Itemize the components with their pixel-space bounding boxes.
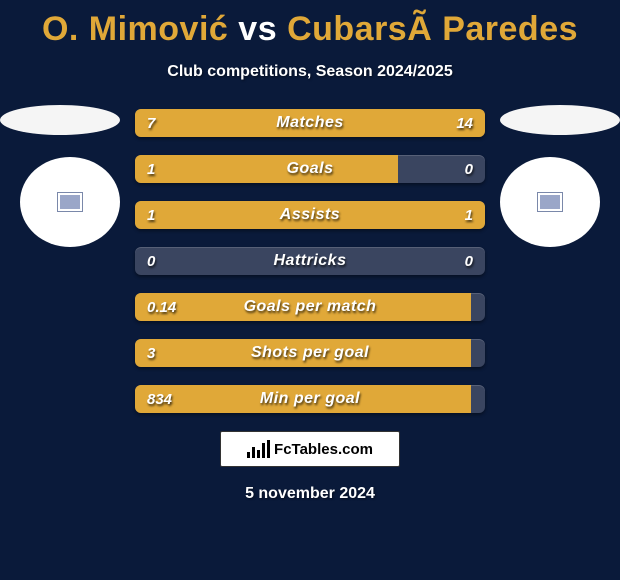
stat-label: Matches — [135, 109, 485, 137]
stat-row: 00Hattricks — [135, 247, 485, 275]
stat-label: Hattricks — [135, 247, 485, 275]
date-text: 5 november 2024 — [0, 485, 620, 503]
bar-chart-icon — [247, 440, 270, 458]
brand-badge: FcTables.com — [220, 431, 400, 467]
title-vs: vs — [238, 10, 277, 48]
player1-club-circle — [20, 157, 120, 247]
stat-row: 0.14Goals per match — [135, 293, 485, 321]
player2-oval — [500, 105, 620, 135]
club-badge-placeholder-icon — [538, 193, 562, 211]
content-area: 714Matches 10Goals 11Assists 00Hattricks 0.1… — [0, 109, 620, 413]
player2-club-circle — [500, 157, 600, 247]
stat-row: 714Matches — [135, 109, 485, 137]
subtitle: Club competitions, Season 2024/2025 — [0, 63, 620, 81]
stat-label: Goals — [135, 155, 485, 183]
stat-row: 834Min per goal — [135, 385, 485, 413]
stat-label: Shots per goal — [135, 339, 485, 367]
stat-label: Goals per match — [135, 293, 485, 321]
stat-label: Assists — [135, 201, 485, 229]
club-badge-placeholder-icon — [58, 193, 82, 211]
stat-row: 11Assists — [135, 201, 485, 229]
title-player2: CubarsÃ Paredes — [287, 10, 578, 48]
brand-text: FcTables.com — [274, 441, 373, 458]
stat-row: 3Shots per goal — [135, 339, 485, 367]
comparison-title: O. Mimović vs CubarsÃ Paredes — [0, 0, 620, 49]
stat-label: Min per goal — [135, 385, 485, 413]
title-player1: O. Mimović — [42, 10, 228, 48]
player1-oval — [0, 105, 120, 135]
stat-bars: 714Matches 10Goals 11Assists 00Hattricks 0.1… — [135, 109, 485, 413]
stat-row: 10Goals — [135, 155, 485, 183]
